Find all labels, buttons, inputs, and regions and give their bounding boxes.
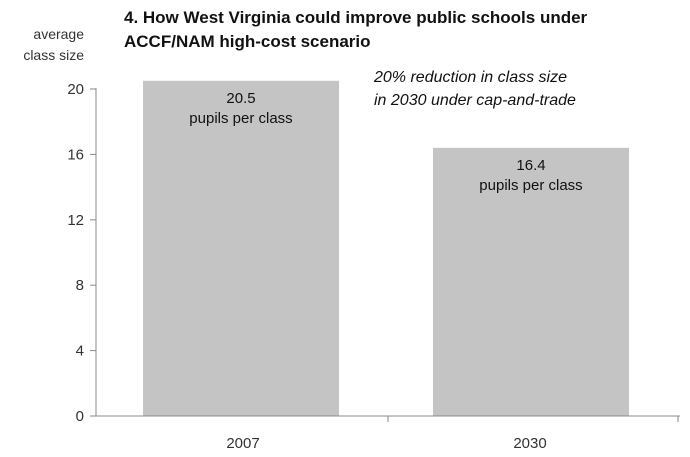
- bar-2007: [143, 80, 339, 416]
- y-tick-label-4: 4: [76, 343, 84, 360]
- y-tick-label-16: 16: [67, 146, 84, 163]
- data-label-2030: 16.4: [516, 156, 546, 174]
- bar-label-2030: 16.4 pupils per class: [431, 156, 631, 196]
- y-tick-label-12: 12: [67, 212, 84, 229]
- unit-label-2007: pupils per class: [189, 109, 293, 127]
- x-tick-label-2007: 2007: [226, 435, 259, 452]
- y-tick-label-20: 20: [67, 81, 84, 98]
- y-tick-label-0: 0: [76, 408, 84, 425]
- annotation: 20% reduction in class size in 2030 unde…: [374, 66, 674, 112]
- x-tick-label-2030: 2030: [513, 435, 546, 452]
- data-label-2007: 20.5: [226, 89, 256, 107]
- bar-label-2007: 20.5 pupils per class: [141, 89, 341, 129]
- annotation-line-2: in 2030 under cap-and-trade: [374, 92, 576, 109]
- y-axis-label: average class size: [23, 26, 84, 63]
- annotation-line-1: 20% reduction in class size: [374, 69, 567, 86]
- bar-2030: [433, 147, 629, 417]
- unit-label-2030: pupils per class: [479, 176, 583, 194]
- y-tick-label-8: 8: [76, 277, 84, 294]
- chart-title: 4. How West Virginia could improve publi…: [124, 8, 588, 51]
